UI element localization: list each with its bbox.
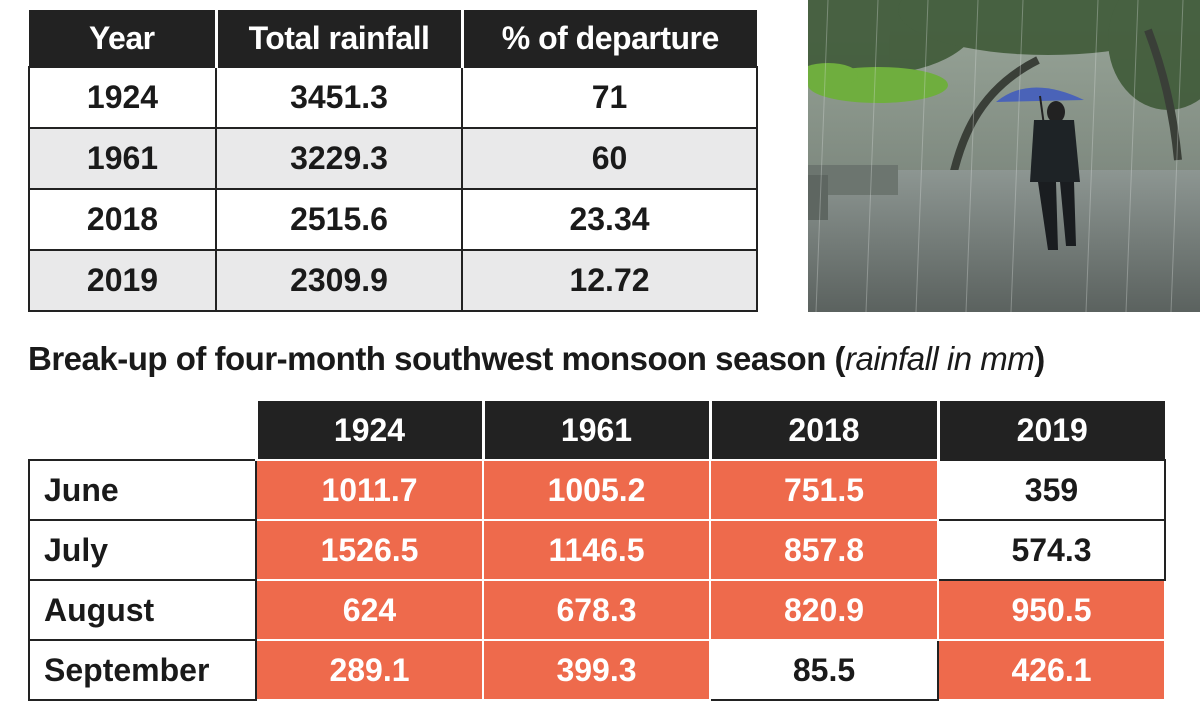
table-row: September 289.1 399.3 85.5 426.1: [28, 639, 1166, 701]
table-row: June 1011.7 1005.2 751.5 359: [28, 459, 1166, 521]
rainfall-cell: 359: [937, 459, 1166, 521]
breakup-title-unit: rainfall in mm: [845, 340, 1035, 377]
rainfall-cell: 820.9: [709, 579, 939, 641]
monthly-body: June 1011.7 1005.2 751.5 359 July 1526.5…: [28, 459, 1166, 701]
rainfall-cell: 950.5: [937, 579, 1166, 641]
rainfall-cell: 399.3: [482, 639, 711, 701]
rainfall-cell: 1146.5: [482, 519, 711, 581]
monthly-header-2019: 2019: [938, 401, 1165, 460]
monthly-header-2018: 2018: [710, 401, 940, 460]
month-label: July: [28, 519, 257, 581]
table-row: 2018 2515.6 23.34: [28, 188, 758, 251]
summary-cell-departure: 71: [461, 66, 758, 129]
summary-header-row: Year Total rainfall % of departure: [29, 10, 757, 67]
breakup-title-close: ): [1034, 340, 1045, 377]
summary-cell-departure: 12.72: [461, 249, 758, 312]
person-with-umbrella: [996, 87, 1084, 250]
summary-cell-rainfall: 2515.6: [215, 188, 463, 251]
rainfall-cell: 1011.7: [255, 459, 484, 521]
table-row: 1961 3229.3 60: [28, 127, 758, 190]
summary-cell-rainfall: 3229.3: [215, 127, 463, 190]
rainfall-cell: 574.3: [937, 519, 1166, 581]
table-row: 1924 3451.3 71: [28, 66, 758, 129]
monthly-header-row: 1924 1961 2018 2019: [29, 401, 1165, 460]
summary-header-total-rainfall: Total rainfall: [216, 10, 464, 67]
rainfall-cell: 1526.5: [255, 519, 484, 581]
monthly-breakup-table: 1924 1961 2018 2019 June 1011.7 1005.2 7…: [28, 401, 1166, 701]
summary-header-year: Year: [29, 10, 218, 67]
summary-cell-departure: 23.34: [461, 188, 758, 251]
rainfall-cell: 678.3: [482, 579, 711, 641]
breakup-title: Break-up of four-month southwest monsoon…: [28, 340, 1045, 378]
month-label: September: [28, 639, 257, 701]
monthly-header-corner: [29, 401, 258, 460]
monthly-header-1924: 1924: [256, 401, 485, 460]
summary-cell-year: 2018: [28, 188, 217, 251]
summary-table: Year Total rainfall % of departure 1924 …: [28, 10, 758, 312]
summary-cell-departure: 60: [461, 127, 758, 190]
rainfall-cell: 426.1: [937, 639, 1166, 701]
table-row: July 1526.5 1146.5 857.8 574.3: [28, 519, 1166, 581]
monthly-header-1961: 1961: [483, 401, 712, 460]
rainfall-cell: 1005.2: [482, 459, 711, 521]
summary-cell-year: 1924: [28, 66, 217, 129]
rainfall-cell: 85.5: [709, 639, 939, 701]
rain-photo: [808, 0, 1200, 312]
table-row: 2019 2309.9 12.72: [28, 249, 758, 312]
table-row: August 624 678.3 820.9 950.5: [28, 579, 1166, 641]
rainfall-cell: 624: [255, 579, 484, 641]
summary-cell-rainfall: 2309.9: [215, 249, 463, 312]
month-label: June: [28, 459, 257, 521]
summary-cell-year: 1961: [28, 127, 217, 190]
breakup-title-main: Break-up of four-month southwest monsoon…: [28, 340, 846, 377]
summary-header-departure: % of departure: [462, 10, 757, 67]
summary-cell-year: 2019: [28, 249, 217, 312]
rainfall-cell: 289.1: [255, 639, 484, 701]
month-label: August: [28, 579, 257, 641]
rainfall-cell: 857.8: [709, 519, 939, 581]
summary-cell-rainfall: 3451.3: [215, 66, 463, 129]
rainfall-cell: 751.5: [709, 459, 939, 521]
